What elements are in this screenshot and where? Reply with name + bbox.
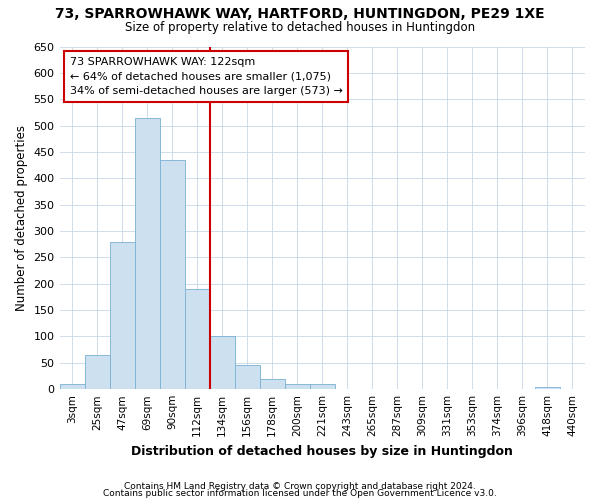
Bar: [209, 336, 235, 389]
Text: Contains public sector information licensed under the Open Government Licence v3: Contains public sector information licen…: [103, 489, 497, 498]
Bar: [535, 386, 560, 389]
Bar: [110, 242, 134, 389]
Bar: [134, 118, 160, 389]
Text: 73 SPARROWHAWK WAY: 122sqm
← 64% of detached houses are smaller (1,075)
34% of s: 73 SPARROWHAWK WAY: 122sqm ← 64% of deta…: [70, 57, 343, 96]
Bar: [285, 384, 310, 389]
Bar: [85, 355, 110, 389]
Y-axis label: Number of detached properties: Number of detached properties: [15, 125, 28, 311]
Bar: [185, 289, 209, 389]
Bar: [310, 384, 335, 389]
X-axis label: Distribution of detached houses by size in Huntingdon: Distribution of detached houses by size …: [131, 444, 513, 458]
Text: Size of property relative to detached houses in Huntingdon: Size of property relative to detached ho…: [125, 21, 475, 34]
Bar: [235, 366, 260, 389]
Bar: [160, 160, 185, 389]
Text: Contains HM Land Registry data © Crown copyright and database right 2024.: Contains HM Land Registry data © Crown c…: [124, 482, 476, 491]
Bar: [59, 384, 85, 389]
Bar: [260, 378, 285, 389]
Text: 73, SPARROWHAWK WAY, HARTFORD, HUNTINGDON, PE29 1XE: 73, SPARROWHAWK WAY, HARTFORD, HUNTINGDO…: [55, 8, 545, 22]
